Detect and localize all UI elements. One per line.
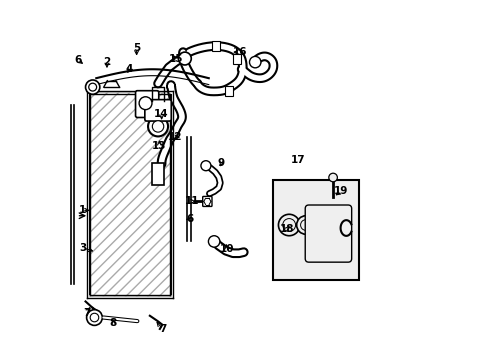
Circle shape	[300, 220, 311, 230]
Text: 15: 15	[168, 54, 183, 64]
Circle shape	[88, 83, 97, 91]
Circle shape	[178, 52, 191, 65]
FancyBboxPatch shape	[305, 205, 351, 262]
Text: 1: 1	[78, 205, 85, 215]
Text: 13: 13	[152, 141, 166, 151]
Bar	[212, 41, 220, 51]
Circle shape	[282, 219, 295, 231]
Text: 3: 3	[79, 243, 86, 253]
Text: 18: 18	[279, 224, 293, 234]
Text: 5: 5	[133, 43, 140, 53]
Text: 7: 7	[83, 308, 90, 318]
Circle shape	[201, 161, 210, 171]
Text: 4: 4	[125, 64, 133, 74]
FancyBboxPatch shape	[203, 197, 212, 206]
Text: 16: 16	[232, 47, 247, 57]
FancyBboxPatch shape	[144, 100, 171, 121]
Circle shape	[139, 97, 152, 110]
Circle shape	[152, 121, 163, 132]
Circle shape	[278, 214, 299, 236]
Text: 9: 9	[217, 158, 224, 168]
Bar	[272, 180, 358, 280]
Bar	[224, 86, 232, 96]
FancyBboxPatch shape	[135, 91, 159, 117]
Circle shape	[296, 216, 315, 234]
Text: 6: 6	[75, 55, 82, 65]
Circle shape	[86, 310, 102, 325]
Text: 6: 6	[186, 214, 193, 224]
Circle shape	[249, 57, 261, 68]
Text: 14: 14	[154, 109, 168, 119]
Text: 11: 11	[184, 197, 199, 206]
Text: 2: 2	[103, 57, 110, 67]
Circle shape	[90, 313, 99, 322]
Circle shape	[208, 236, 220, 247]
Circle shape	[328, 173, 337, 182]
Bar	[232, 54, 240, 64]
Bar	[89, 93, 171, 296]
Circle shape	[85, 80, 100, 94]
Text: 19: 19	[333, 186, 347, 197]
Text: 8: 8	[109, 318, 117, 328]
Text: 12: 12	[167, 132, 182, 142]
Text: 10: 10	[219, 244, 233, 253]
Bar	[151, 163, 164, 185]
Text: 17: 17	[290, 156, 305, 165]
Circle shape	[148, 116, 168, 136]
Text: 7: 7	[159, 324, 166, 334]
